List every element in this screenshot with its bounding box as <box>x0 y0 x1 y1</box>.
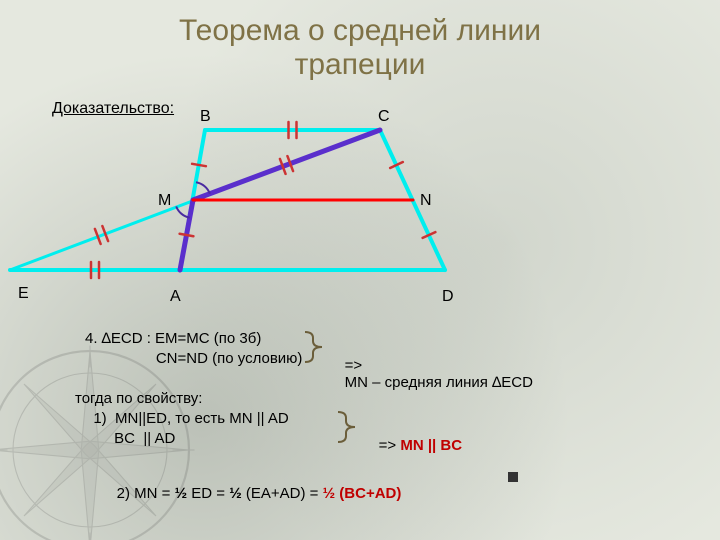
prop2-prefix: 2) MN = <box>117 485 175 502</box>
prop2-mid2: (EA+AD) = <box>242 485 323 502</box>
property-2-line: 2) MN = ½ ED = ½ (EA+AD) = ½ (BC+AD) <box>100 468 401 519</box>
half-symbol: ½ <box>229 485 242 502</box>
bracket-icon <box>0 0 720 540</box>
imply2-result: MN || BC <box>400 437 462 454</box>
qed-marker <box>508 472 518 482</box>
prop2-result: ½ (BC+AD) <box>323 485 402 502</box>
prop2-mid1: ED = <box>187 485 229 502</box>
implication-2: => MN || BC <box>362 420 462 471</box>
imply-arrow-icon: => <box>379 437 401 454</box>
half-symbol: ½ <box>175 485 188 502</box>
